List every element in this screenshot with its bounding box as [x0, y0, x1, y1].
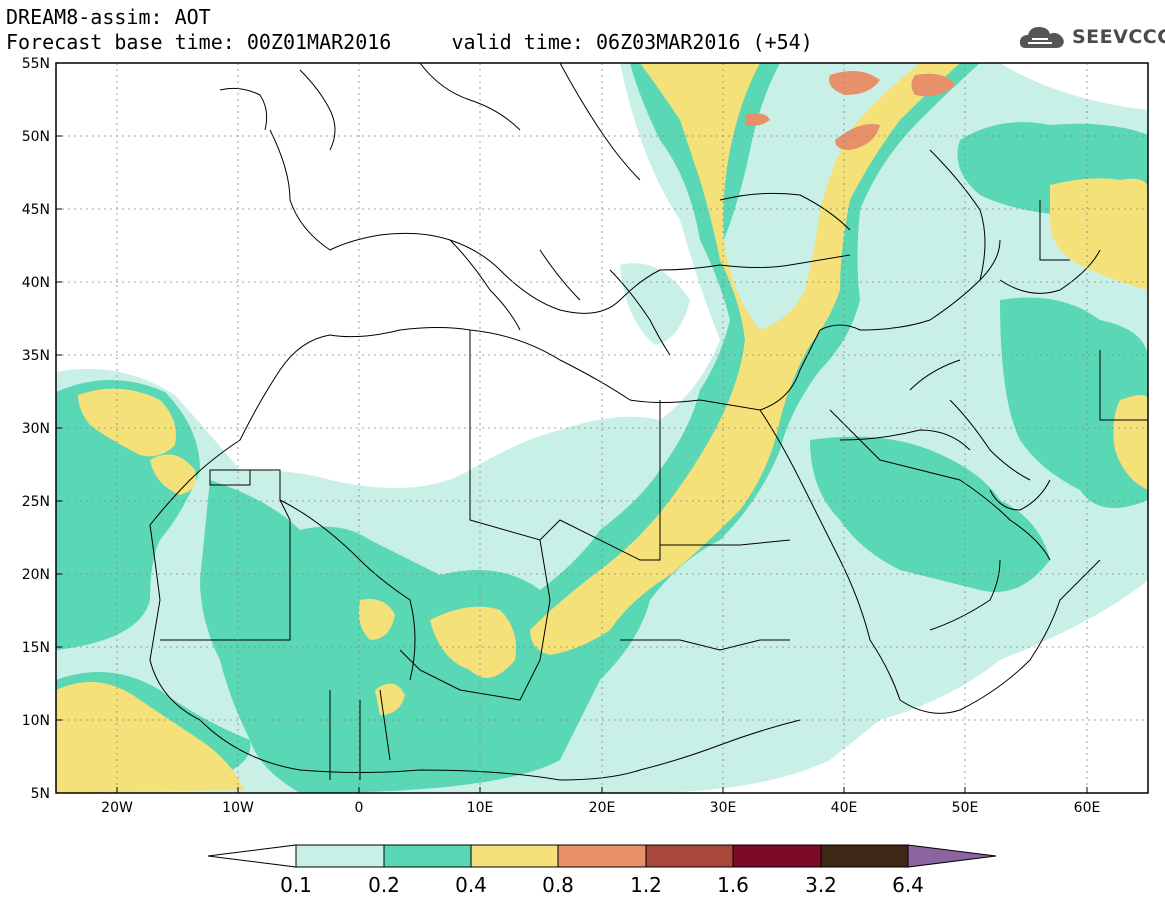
colorbar-swatch-3-2: [820, 844, 909, 868]
colorbar-over-arrow: [907, 844, 997, 868]
aot-level-0-8: [745, 71, 955, 150]
map-title: DREAM8-assim: AOT: [6, 5, 211, 29]
lat-label-25n: 25N: [22, 494, 50, 510]
lat-label-30n: 30N: [22, 421, 50, 437]
lon-label-10w: 10W: [222, 800, 254, 816]
colorbar-under-arrow: [207, 844, 297, 868]
colorbar-label-3-2: 3.2: [805, 873, 837, 897]
lon-label-60e: 60E: [1074, 800, 1101, 816]
lon-label-10e: 10E: [467, 800, 494, 816]
colorbar-swatch-0-1: [295, 844, 385, 868]
colorbar-label-1-6: 1.6: [717, 873, 749, 897]
colorbar-label-0-4: 0.4: [455, 873, 487, 897]
lat-label-20n: 20N: [22, 567, 50, 583]
lon-label-30e: 30E: [710, 800, 737, 816]
colorbar-label-0-2: 0.2: [368, 873, 400, 897]
colorbar-swatch-1-2: [645, 844, 734, 868]
lat-label-45n: 45N: [22, 202, 50, 218]
seevccc-logo: SEEVCCC: [1018, 22, 1165, 52]
colorbar-swatch-0-2: [383, 844, 472, 868]
colorbar-label-6-4: 6.4: [892, 873, 924, 897]
colorbar-label-0-1: 0.1: [280, 873, 312, 897]
lat-label-10n: 10N: [22, 713, 50, 729]
cloud-logo-icon: [1019, 27, 1064, 48]
colorbar-swatch-0-8: [557, 844, 647, 868]
lat-label-5n: 5N: [31, 786, 50, 802]
gridlines: [56, 63, 1148, 793]
lat-label-40n: 40N: [22, 275, 50, 291]
logo-text: SEEVCCC: [1072, 26, 1165, 48]
lat-label-55n: 55N: [22, 56, 50, 72]
colorbar: [207, 844, 997, 868]
lon-label-0: 0: [355, 800, 364, 816]
colorbar-swatch-0-4: [470, 844, 559, 868]
aot-level-0-4: [56, 63, 1148, 793]
colorbar-label-0-8: 0.8: [542, 873, 574, 897]
colorbar-label-1-2: 1.2: [630, 873, 662, 897]
coastlines-borders: [149, 63, 1148, 781]
lon-label-50e: 50E: [952, 800, 979, 816]
lat-label-35n: 35N: [22, 348, 50, 364]
colorbar-swatch-1-6: [732, 844, 822, 868]
forecast-times: Forecast base time: 00Z01MAR2016 valid t…: [6, 30, 813, 54]
lon-label-20e: 20E: [589, 800, 616, 816]
lat-label-15n: 15N: [22, 640, 50, 656]
axis-ticks: [56, 62, 1088, 794]
lon-label-20w: 20W: [101, 800, 133, 816]
lat-label-50n: 50N: [22, 129, 50, 145]
lon-label-40e: 40E: [831, 800, 858, 816]
